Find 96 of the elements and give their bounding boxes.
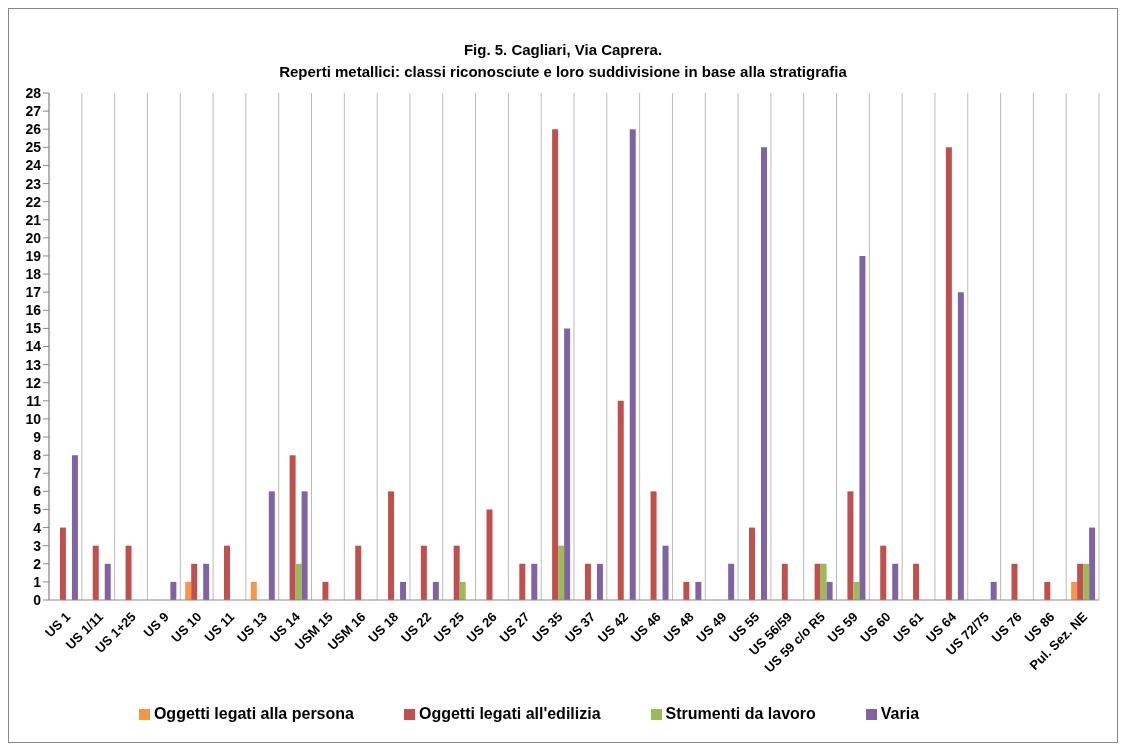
y-tick-label: 7 <box>33 465 42 482</box>
bar <box>453 545 460 600</box>
y-tick-label: 14 <box>25 338 42 355</box>
legend-label: Oggetti legati all'edilizia <box>418 705 601 722</box>
bar <box>519 563 526 600</box>
x-tick-label: US 76 <box>988 609 1025 646</box>
bar <box>400 581 407 600</box>
y-tick-label: 18 <box>25 266 42 283</box>
y-tick-label: 3 <box>33 537 42 554</box>
bar <box>859 255 866 600</box>
bar <box>268 491 275 600</box>
chart-title: Fig. 5. Cagliari, Via Caprera. <box>462 40 664 60</box>
y-tick-label: 4 <box>33 519 42 536</box>
bar <box>531 563 538 600</box>
bar <box>322 581 329 600</box>
bar <box>990 581 997 600</box>
y-tick-label: 2 <box>33 555 42 572</box>
y-tick-label: 23 <box>25 175 42 192</box>
bar <box>617 400 624 600</box>
bar <box>913 563 920 600</box>
legend-label: Oggetti legati alla persona <box>153 705 354 722</box>
bar <box>170 581 177 600</box>
bar <box>92 545 99 600</box>
bar <box>558 545 565 600</box>
bar <box>1089 527 1096 600</box>
bar <box>683 581 690 600</box>
bar <box>584 563 591 600</box>
bar <box>781 563 788 600</box>
bar <box>1011 563 1018 600</box>
bar <box>650 491 657 600</box>
bar <box>1044 581 1051 600</box>
bar <box>71 455 78 600</box>
y-tick-label: 11 <box>26 392 42 409</box>
bar <box>420 545 427 600</box>
legend-label: Strumenti da lavoro <box>665 705 816 722</box>
y-tick-label: 13 <box>25 356 42 373</box>
y-tick-label: 21 <box>25 211 42 228</box>
bar <box>957 292 964 600</box>
y-tick-label: 5 <box>33 501 42 518</box>
x-tick-label: US 18 <box>365 609 402 646</box>
bar <box>104 563 111 600</box>
y-tick-label: 16 <box>25 302 42 319</box>
y-tick-label: 25 <box>25 139 42 156</box>
bar <box>814 563 821 600</box>
bar <box>289 455 296 600</box>
bar <box>250 581 257 600</box>
y-tick-label: 0 <box>33 591 42 608</box>
bar <box>1077 563 1084 600</box>
y-tick-label: 1 <box>33 573 42 590</box>
bar <box>760 147 767 600</box>
bar <box>125 545 132 600</box>
bar <box>629 129 636 600</box>
bar <box>432 581 439 600</box>
bar <box>748 527 755 600</box>
y-tick-label: 19 <box>25 247 42 264</box>
y-tick-label: 6 <box>33 483 42 500</box>
y-tick-label: 8 <box>33 447 42 464</box>
y-tick-label: 10 <box>25 410 42 427</box>
bar <box>185 581 192 600</box>
y-tick-label: 9 <box>33 429 42 446</box>
y-tick-label: 27 <box>25 103 42 120</box>
bar <box>853 581 860 600</box>
bar <box>847 491 854 600</box>
y-tick-label: 28 <box>25 84 42 101</box>
y-tick-label: 22 <box>25 193 42 210</box>
y-tick-label: 26 <box>25 121 42 138</box>
bar <box>662 545 669 600</box>
bar <box>301 491 308 600</box>
bar <box>388 491 395 600</box>
chart-subtitle: Reperti metallici: classi riconosciute e loro suddivisione in base alla stratigrafia <box>278 62 848 82</box>
y-tick-label: 15 <box>25 320 42 337</box>
bar <box>820 563 827 600</box>
y-tick-label: 24 <box>25 157 42 174</box>
bar <box>880 545 887 600</box>
bar <box>552 129 559 600</box>
bar <box>695 581 702 600</box>
bar <box>295 563 302 600</box>
bar <box>596 563 603 600</box>
y-tick-label: 17 <box>25 284 42 301</box>
bar <box>728 563 735 600</box>
bar <box>1071 581 1078 600</box>
bar <box>564 328 571 600</box>
bar <box>459 581 466 600</box>
y-tick-label: 12 <box>25 374 42 391</box>
bar <box>59 527 66 600</box>
legend-label: Varia <box>880 705 920 722</box>
bar <box>203 563 210 600</box>
bar <box>355 545 362 600</box>
y-tick-label: 20 <box>25 229 42 246</box>
bar <box>223 545 230 600</box>
bar <box>486 509 493 600</box>
bar <box>826 581 833 600</box>
bar <box>892 563 899 600</box>
bar <box>945 147 952 600</box>
bar <box>191 563 198 600</box>
bar <box>1083 563 1090 600</box>
